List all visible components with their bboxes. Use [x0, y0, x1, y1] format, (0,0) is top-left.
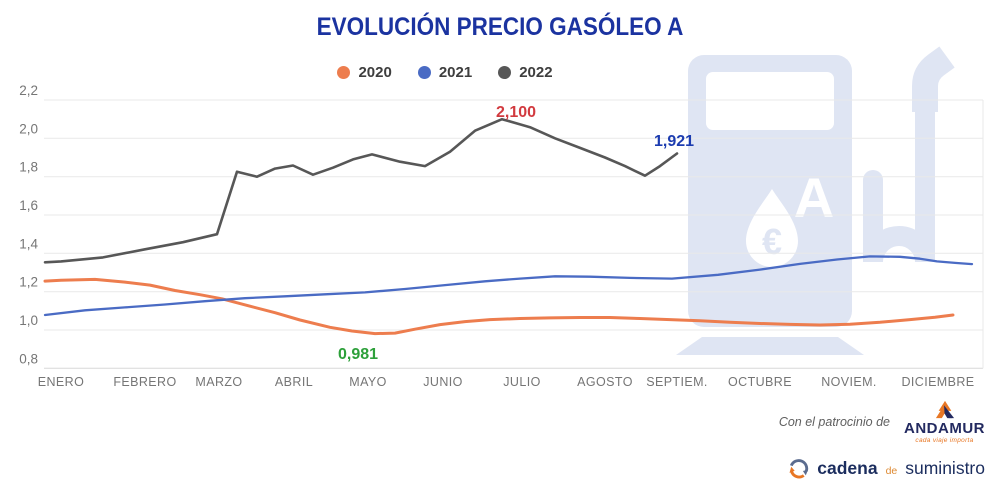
x-tick-label: ENERO	[38, 375, 84, 389]
andamur-logo: ANDAMUR cada viaje importa	[904, 399, 985, 445]
publisher-word-suministro: suministro	[905, 458, 985, 478]
legend-label-2022: 2022	[519, 64, 553, 81]
y-tick-label: 1,6	[19, 198, 38, 213]
andamur-tagline: cada viaje importa	[915, 437, 974, 444]
sponsor-text: Con el patrocinio de	[778, 414, 890, 429]
x-tick-label: DICIEMBRE	[901, 375, 974, 389]
series-line-2021	[43, 255, 974, 317]
y-tick-label: 1,0	[19, 313, 38, 328]
x-tick-label: ABRIL	[275, 375, 313, 389]
x-tick-label: MAYO	[349, 375, 386, 389]
x-tick-label: JULIO	[503, 375, 540, 389]
publisher-word-de: de	[885, 464, 898, 477]
chart-title: EVOLUCIÓN PRECIO GASÓLEO A	[316, 13, 684, 41]
legend-dot-2021	[417, 66, 431, 79]
x-tick-label: OCTUBRE	[728, 375, 792, 389]
publisher-word-cadena: cadena	[817, 458, 878, 478]
y-tick-label: 1,2	[19, 275, 38, 290]
legend-dot-2020	[337, 66, 351, 79]
chart-legend: 2020 2021 2022	[0, 64, 945, 81]
x-tick-label: NOVIEM.	[821, 375, 877, 389]
annotation-2,100: 2,100	[496, 104, 536, 121]
legend-label-2021: 2021	[438, 64, 473, 81]
legend-item-2020: 2020	[337, 64, 392, 81]
y-tick-label: 1,8	[19, 160, 38, 175]
y-tick-label: 2,0	[19, 121, 38, 136]
pump-base	[676, 337, 864, 355]
annotation-0,981: 0,981	[338, 346, 378, 363]
series-line-2022	[43, 117, 679, 264]
y-tick-label: 0,8	[19, 351, 38, 366]
y-tick-label: 2,2	[19, 83, 38, 98]
sponsor-row: Con el patrocinio de ANDAMUR cada viaje …	[779, 399, 985, 445]
series-line-2020	[43, 277, 955, 336]
euro-symbol: €	[762, 221, 782, 262]
cadena-de-suministro-logo: cadena de suministro	[787, 457, 985, 480]
legend-label-2020: 2020	[358, 64, 392, 81]
pump-hose	[863, 90, 935, 263]
x-tick-label: JUNIO	[423, 375, 463, 389]
legend-item-2021: 2021	[417, 64, 473, 81]
legend-dot-2022	[498, 66, 512, 79]
andamur-icon	[935, 400, 954, 419]
x-tick-label: AGOSTO	[577, 375, 633, 389]
circular-arrows-icon	[789, 459, 809, 479]
x-tick-label: SEPTIEM.	[646, 375, 708, 389]
x-tick-label: FEBRERO	[113, 375, 176, 389]
pump-screen	[706, 72, 834, 130]
pump-nozzle	[912, 46, 955, 112]
euro-drop-icon	[746, 189, 798, 267]
legend-item-2022: 2022	[498, 64, 553, 81]
andamur-name: ANDAMUR	[904, 420, 985, 437]
y-tick-label: 1,4	[19, 236, 38, 251]
annotation-1,921: 1,921	[654, 133, 694, 150]
x-tick-label: MARZO	[195, 375, 242, 389]
